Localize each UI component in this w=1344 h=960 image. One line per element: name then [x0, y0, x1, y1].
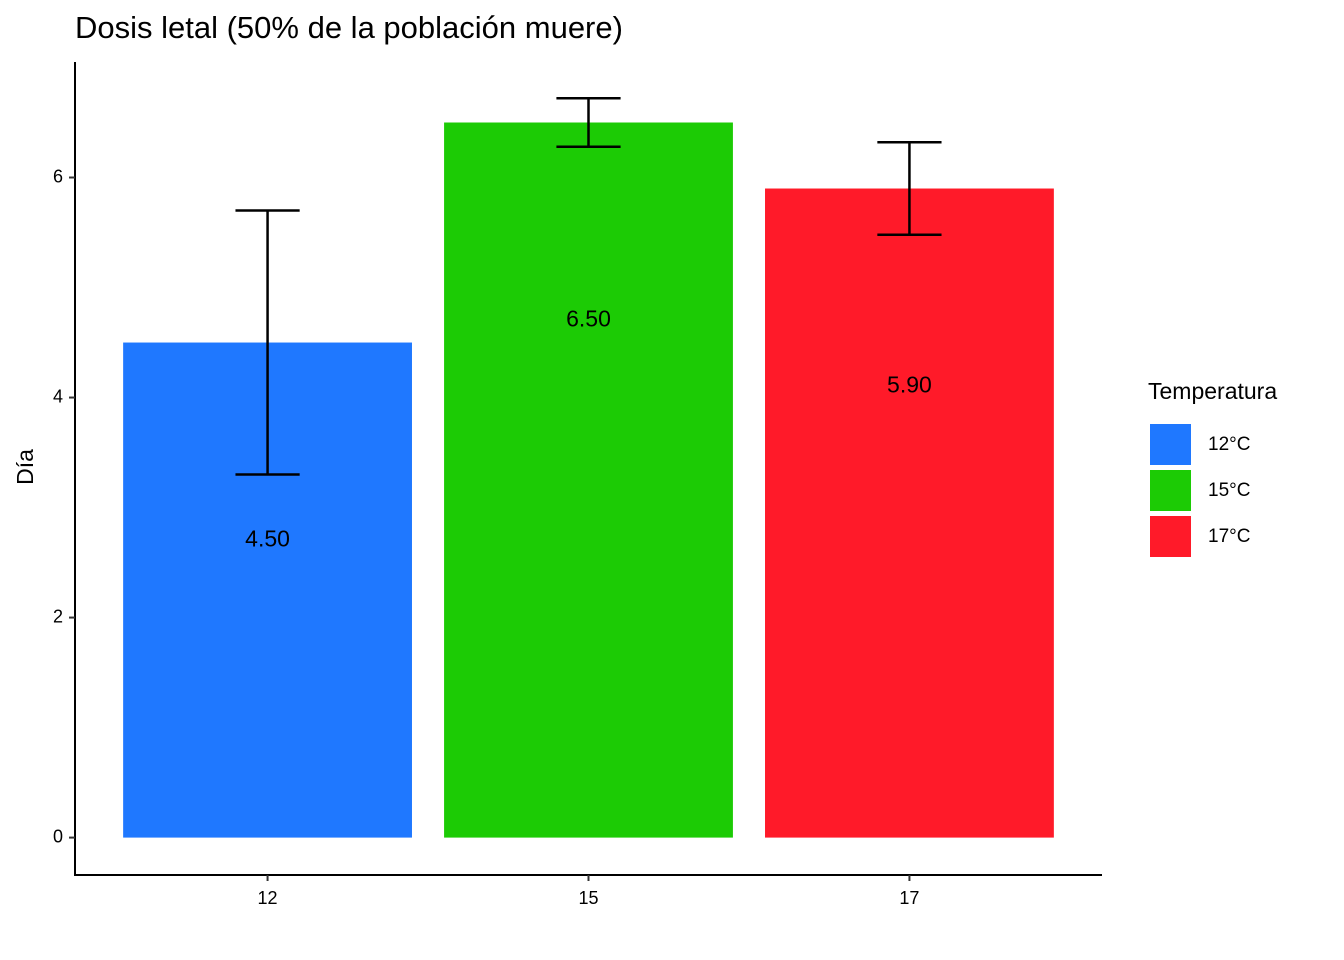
x-tick-label: 12 [258, 888, 278, 908]
chart-title: Dosis letal (50% de la población muere) [75, 10, 623, 45]
legend-title: Temperatura [1148, 378, 1277, 404]
value-label: 6.50 [566, 306, 611, 332]
bar [444, 122, 733, 838]
error-bar [877, 141, 942, 236]
x-tick-label: 15 [578, 888, 598, 908]
bar [765, 188, 1054, 838]
error-bar [556, 97, 621, 148]
legend-swatch [1150, 470, 1191, 511]
value-label: 5.90 [887, 372, 932, 398]
error-bar [235, 209, 300, 476]
y-tick-label: 0 [53, 826, 63, 846]
y-axis-label: Día [12, 449, 38, 485]
legend-label: 15°C [1208, 480, 1250, 501]
legend-label: 12°C [1208, 434, 1250, 455]
legend-label: 17°C [1208, 526, 1250, 547]
legend-swatch [1150, 424, 1191, 465]
y-tick-label: 6 [53, 166, 63, 186]
legend-swatch [1150, 516, 1191, 557]
y-tick-label: 2 [53, 606, 63, 626]
y-tick-label: 4 [53, 386, 63, 406]
value-label: 4.50 [245, 526, 290, 552]
x-tick-label: 17 [899, 888, 919, 908]
